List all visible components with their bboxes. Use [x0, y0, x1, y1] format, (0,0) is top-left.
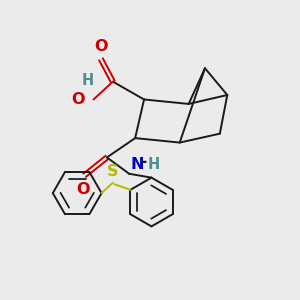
Text: H: H	[148, 157, 160, 172]
Text: -: -	[140, 153, 148, 171]
Text: O: O	[76, 182, 90, 197]
Text: O: O	[94, 39, 108, 54]
Text: H: H	[82, 73, 94, 88]
Text: S: S	[107, 164, 118, 179]
Text: N: N	[130, 157, 144, 172]
Text: O: O	[72, 92, 85, 107]
